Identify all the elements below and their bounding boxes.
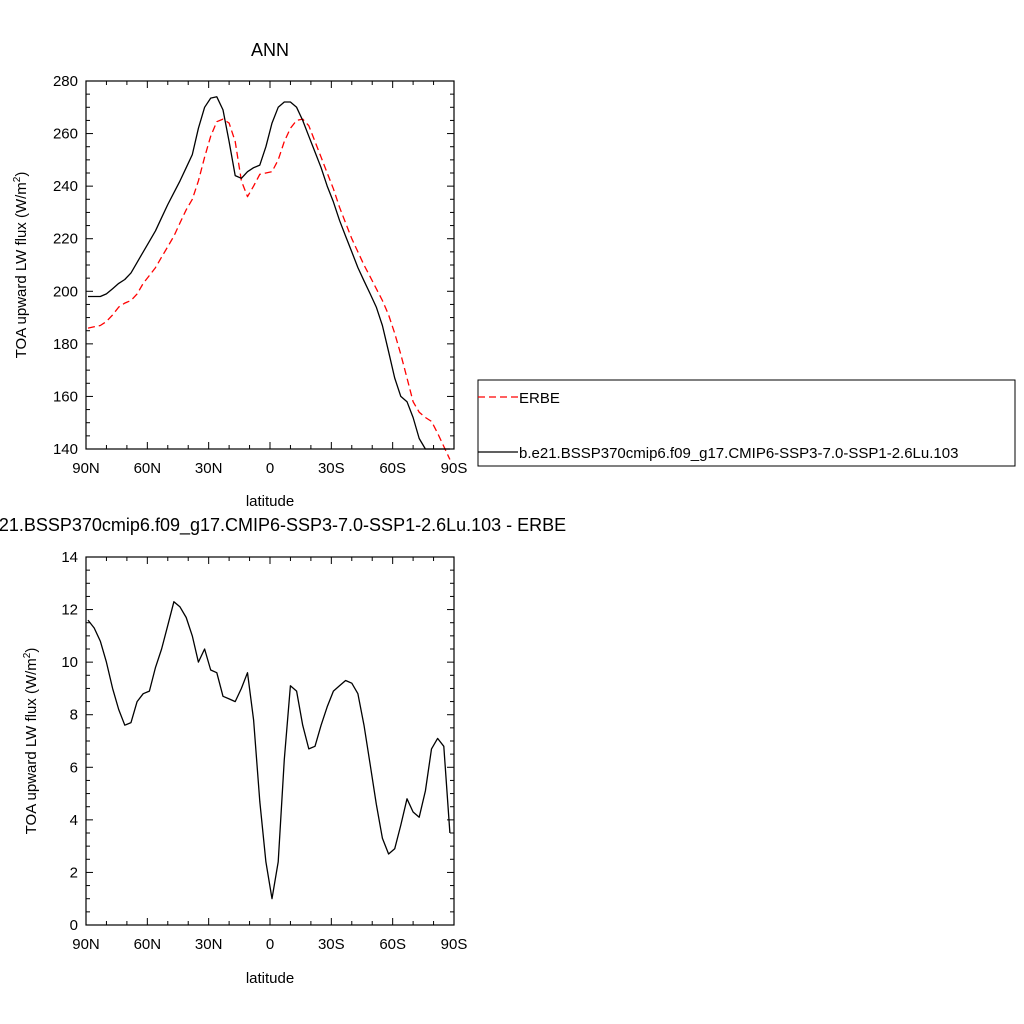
top-y-axis-label-main: TOA upward LW flux (W/m: [13, 182, 30, 358]
top-plot-frame: [85, 80, 455, 450]
top-y-axis-label: TOA upward LW flux (W/m2): [12, 172, 30, 359]
y-tick-label: 160: [53, 388, 78, 405]
bottom-ticks-layer: 90N 60N 30N 0 30S 60S 90S 0 2 4 6 8 10 12 14: [61, 549, 467, 953]
y-tick-label: 8: [70, 707, 78, 724]
x-tick-label: 90S: [441, 936, 468, 953]
x-tick-label: 90S: [441, 460, 468, 477]
top-y-axis-label-close: ): [13, 172, 30, 177]
bottom-plot-frame: [85, 556, 455, 926]
legend-label-erbe: ERBE: [519, 390, 560, 407]
y-tick-label: 220: [53, 231, 78, 248]
x-tick-label: 60S: [379, 936, 406, 953]
top-panel: ANN 90N 60N 30N 0 30S 60S 90S 140 160 180 200 220 24…: [12, 40, 1016, 510]
y-tick-label: 200: [53, 283, 78, 300]
x-tick-label: 30S: [318, 460, 345, 477]
bottom-y-axis-label-main: TOA upward LW flux (W/m: [23, 658, 40, 834]
x-tick-label: 60S: [379, 460, 406, 477]
bottom-y-axis-label: TOA upward LW flux (W/m2): [22, 648, 40, 835]
x-tick-label: 90N: [72, 460, 100, 477]
x-tick-label: 60N: [134, 460, 162, 477]
x-tick-label: 30N: [195, 460, 223, 477]
bottom-y-axis-label-sup: 2: [22, 652, 33, 658]
y-tick-label: 180: [53, 336, 78, 353]
y-tick-label: 4: [70, 812, 78, 829]
series-line-1-0: [87, 601, 451, 900]
y-tick-label: 240: [53, 178, 78, 195]
y-tick-label: 12: [61, 602, 78, 619]
bottom-series-layer: [87, 601, 451, 900]
x-tick-label: 0: [266, 936, 274, 953]
series-line-0-0: [87, 118, 451, 460]
series-line-0-1: [88, 96, 450, 450]
x-tick-label: 60N: [134, 936, 162, 953]
bottom-x-axis-label: latitude: [246, 970, 294, 987]
y-tick-label: 280: [53, 73, 78, 90]
top-series-layer: [87, 96, 451, 460]
top-y-axis-label-sup: 2: [12, 176, 23, 182]
bottom-panel: b.e21.BSSP370cmip6.f09_g17.CMIP6-SSP3-7.…: [0, 515, 566, 987]
y-tick-label: 260: [53, 126, 78, 143]
y-tick-label: 10: [61, 654, 78, 671]
x-tick-label: 90N: [72, 936, 100, 953]
y-tick-label: 0: [70, 917, 78, 934]
legend-label-model: b.e21.BSSP370cmip6.f09_g17.CMIP6-SSP3-7.…: [519, 445, 958, 462]
legend: ERBE b.e21.BSSP370cmip6.f09_g17.CMIP6-SS…: [477, 379, 1016, 467]
y-tick-label: 140: [53, 441, 78, 458]
y-tick-label: 14: [61, 549, 78, 566]
y-tick-label: 2: [70, 864, 78, 881]
top-chart-title: ANN: [251, 40, 289, 60]
x-tick-label: 30S: [318, 936, 345, 953]
legend-frame: [477, 379, 1016, 467]
y-tick-label: 6: [70, 759, 78, 776]
x-tick-label: 30N: [195, 936, 223, 953]
top-ticks-layer: 90N 60N 30N 0 30S 60S 90S 140 160 180 200 220 240 260…: [53, 73, 467, 477]
bottom-y-axis-label-close: ): [23, 648, 40, 653]
top-x-axis-label: latitude: [246, 493, 294, 510]
x-tick-label: 0: [266, 460, 274, 477]
bottom-chart-title: b.e21.BSSP370cmip6.f09_g17.CMIP6-SSP3-7.…: [0, 515, 566, 536]
